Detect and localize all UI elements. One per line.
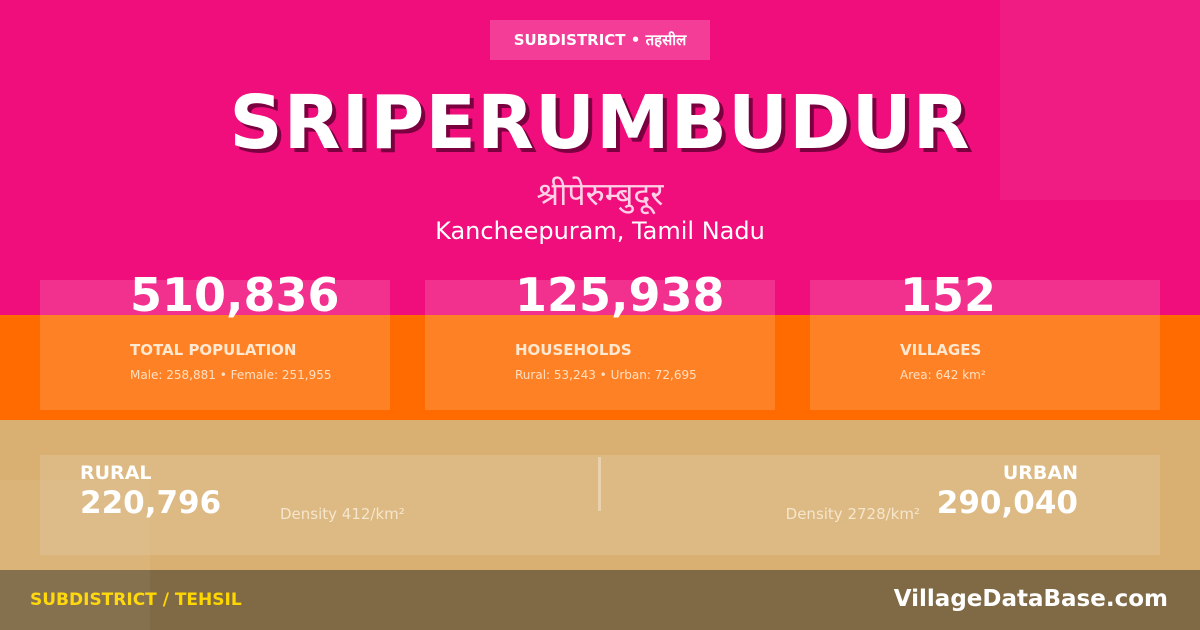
urban-label: URBAN xyxy=(1002,462,1078,484)
divider xyxy=(598,457,601,511)
footer-category: SUBDISTRICT / TEHSIL xyxy=(30,590,242,610)
stat-label: VILLAGES xyxy=(900,341,982,359)
rural-urban-band xyxy=(0,420,1200,570)
footer: SUBDISTRICT / TEHSIL VillageDataBase.com xyxy=(0,570,1200,630)
stat-label: HOUSEHOLDS xyxy=(515,341,632,359)
urban-value: 290,040 xyxy=(936,485,1078,521)
stat-value: 152 xyxy=(900,268,997,322)
rural-label: RURAL xyxy=(80,462,152,484)
stat-card-villages: 152 VILLAGES Area: 642 km² xyxy=(810,268,1160,410)
stat-card-population: 510,836 TOTAL POPULATION Male: 258,881 •… xyxy=(40,268,390,410)
page-title: SRIPERUMBUDUR xyxy=(229,80,971,166)
site-brand: VillageDataBase.com xyxy=(893,586,1168,612)
stat-detail: Rural: 53,243 • Urban: 72,695 xyxy=(515,368,697,382)
urban-density: Density 2728/km² xyxy=(785,505,920,523)
decorative-square xyxy=(1000,0,1200,200)
stats-band xyxy=(0,315,1200,420)
stat-detail: Male: 258,881 • Female: 251,955 xyxy=(130,368,332,382)
rural-value: 220,796 xyxy=(80,485,222,521)
stat-value: 125,938 xyxy=(515,268,725,322)
header-band xyxy=(0,0,1200,315)
stat-value: 510,836 xyxy=(130,268,340,322)
stat-label: TOTAL POPULATION xyxy=(130,341,297,359)
location: Kancheepuram, Tamil Nadu xyxy=(435,217,765,245)
hindi-title: श्रीपेरुम्बुदूर xyxy=(536,175,664,213)
type-badge: SUBDISTRICT • तहसील xyxy=(490,20,710,60)
rural-density: Density 412/km² xyxy=(280,505,405,523)
decorative-square xyxy=(0,480,150,630)
rural-urban-panel: RURAL 220,796 Density 412/km² URBAN 290,… xyxy=(40,455,1160,555)
stat-detail: Area: 642 km² xyxy=(900,368,986,382)
stat-card-households: 125,938 HOUSEHOLDS Rural: 53,243 • Urban… xyxy=(425,268,775,410)
